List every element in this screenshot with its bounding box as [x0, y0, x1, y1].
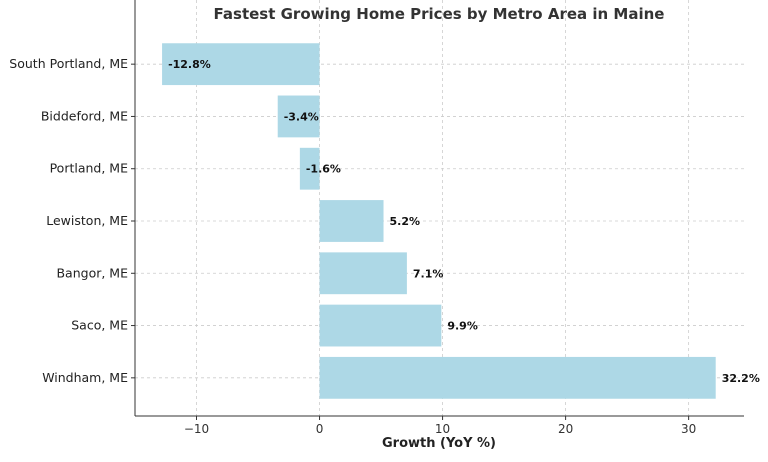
y-tick-label: Bangor, ME — [56, 265, 128, 280]
data-label: 9.9% — [447, 320, 478, 333]
bar — [162, 43, 320, 86]
y-tick-label: Lewiston, ME — [46, 213, 128, 228]
bar — [319, 252, 407, 295]
bar — [277, 95, 320, 138]
bars: -12.8% -3.4% -1.6% 5.2% 7.1% 9.9% 32.2% — [162, 43, 760, 399]
data-label: -12.8% — [168, 58, 211, 71]
bar — [319, 200, 384, 242]
axes: −10 0 10 20 30 South Portland, ME Biddeford, M… — [9, 0, 744, 436]
y-tick-label: Biddeford, ME — [41, 108, 128, 123]
data-label: 32.2% — [722, 372, 760, 385]
y-tick-label: Windham, ME — [42, 370, 128, 385]
data-label: -1.6% — [306, 163, 341, 176]
x-tick-label: 20 — [558, 422, 573, 436]
y-tick-label: South Portland, ME — [9, 56, 128, 71]
x-tick-label: −10 — [184, 422, 209, 436]
y-tick-label: Portland, ME — [50, 161, 129, 176]
bar — [319, 356, 716, 399]
bar — [299, 147, 320, 190]
data-label: 7.1% — [413, 267, 444, 280]
x-tick-label: 30 — [681, 422, 696, 436]
x-tick-label: 0 — [316, 422, 324, 436]
data-label: -3.4% — [284, 110, 319, 123]
chart-title: Fastest Growing Home Prices by Metro Are… — [214, 5, 665, 23]
data-label: 5.2% — [390, 215, 421, 228]
x-axis-label: Growth (YoY %) — [382, 436, 496, 451]
y-tick-label: Saco, ME — [71, 318, 128, 333]
bar — [319, 304, 442, 347]
x-tick-label: 10 — [435, 422, 450, 436]
